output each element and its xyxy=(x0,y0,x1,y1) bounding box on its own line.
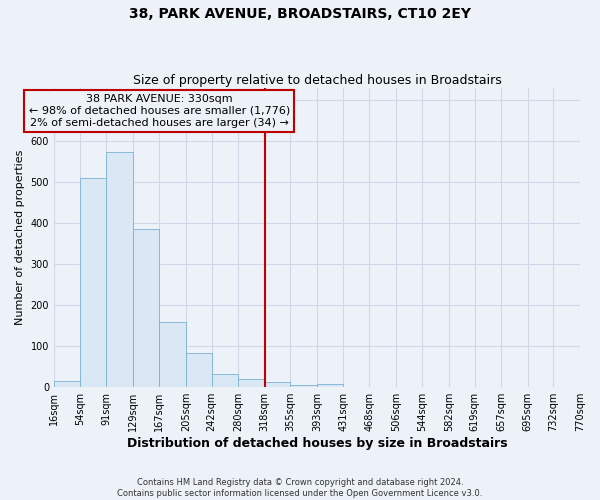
Bar xyxy=(106,152,133,387)
Bar xyxy=(54,381,80,387)
X-axis label: Distribution of detached houses by size in Broadstairs: Distribution of detached houses by size … xyxy=(127,437,507,450)
Title: Size of property relative to detached houses in Broadstairs: Size of property relative to detached ho… xyxy=(133,74,502,87)
Bar xyxy=(265,382,290,387)
Bar xyxy=(290,385,317,387)
Bar xyxy=(159,322,186,387)
Y-axis label: Number of detached properties: Number of detached properties xyxy=(15,150,25,326)
Bar xyxy=(212,374,238,387)
Text: Contains HM Land Registry data © Crown copyright and database right 2024.
Contai: Contains HM Land Registry data © Crown c… xyxy=(118,478,482,498)
Bar xyxy=(133,230,159,387)
Text: 38 PARK AVENUE: 330sqm
← 98% of detached houses are smaller (1,776)
2% of semi-d: 38 PARK AVENUE: 330sqm ← 98% of detached… xyxy=(29,94,290,128)
Bar xyxy=(317,384,343,387)
Text: 38, PARK AVENUE, BROADSTAIRS, CT10 2EY: 38, PARK AVENUE, BROADSTAIRS, CT10 2EY xyxy=(129,8,471,22)
Bar xyxy=(238,379,265,387)
Bar xyxy=(80,178,106,387)
Bar xyxy=(186,353,212,387)
